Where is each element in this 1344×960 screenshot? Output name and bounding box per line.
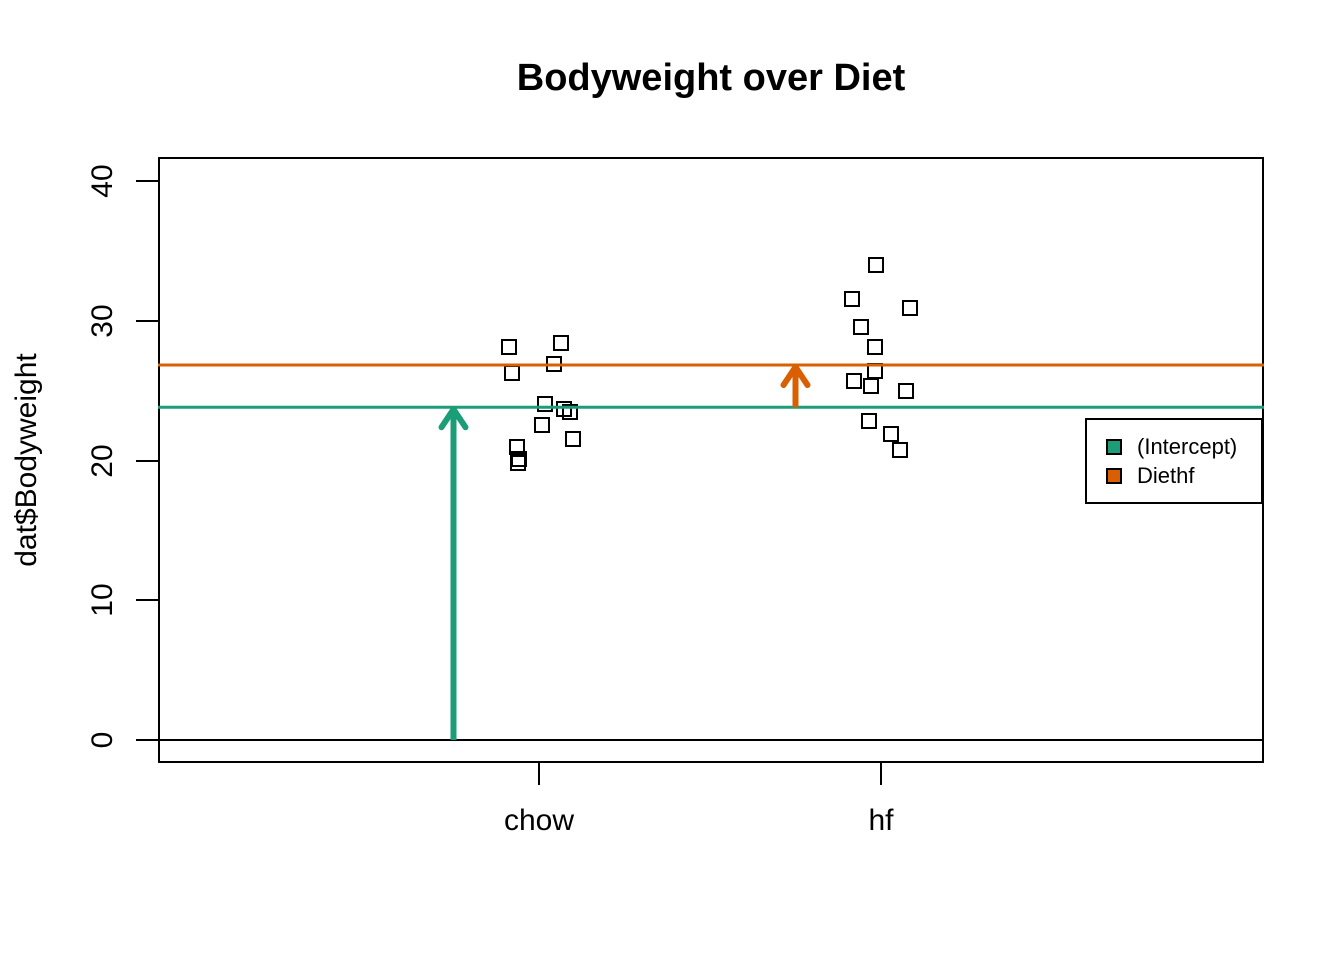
y-tick-mark <box>136 180 158 182</box>
x-tick-mark <box>538 763 540 785</box>
legend-swatch <box>1106 467 1122 484</box>
data-point-hf <box>892 442 909 459</box>
legend-swatch <box>1106 438 1122 455</box>
data-point-hf <box>866 338 883 355</box>
x-tick-mark <box>880 763 882 785</box>
legend-label: (Intercept) <box>1137 433 1238 459</box>
data-point-hf <box>882 425 899 442</box>
legend-label: Diethf <box>1137 462 1195 488</box>
data-point-chow <box>500 338 517 355</box>
data-point-chow <box>546 355 563 372</box>
data-point-chow <box>509 438 526 455</box>
data-point-hf <box>902 299 919 316</box>
data-point-hf <box>897 383 914 400</box>
data-point-hf <box>863 377 880 394</box>
data-point-chow <box>564 431 581 448</box>
x-tick-label-chow: chow <box>503 804 575 837</box>
chart-title: Bodyweight over Diet <box>516 57 906 99</box>
data-point-hf <box>867 256 884 273</box>
data-point-hf <box>843 291 860 308</box>
data-point-hf <box>861 413 878 430</box>
y-tick-mark <box>136 739 158 741</box>
data-point-chow <box>510 455 527 472</box>
y-tick-mark <box>136 599 158 602</box>
plot-area-box <box>158 157 1264 763</box>
data-point-chow <box>537 396 554 413</box>
legend-item: Diethf <box>1106 461 1261 490</box>
data-point-hf <box>853 318 870 335</box>
legend: (Intercept) Diethf <box>1085 418 1263 504</box>
y-tick-mark <box>136 319 158 322</box>
x-tick-label-hf: hf <box>868 804 894 837</box>
data-point-chow <box>503 365 520 382</box>
y-tick-mark <box>136 459 158 462</box>
legend-item: (Intercept) <box>1106 432 1261 461</box>
data-point-hf <box>845 372 862 389</box>
data-point-chow <box>562 404 579 421</box>
data-point-chow <box>534 417 551 434</box>
data-point-chow <box>552 335 569 352</box>
data-point-chow <box>511 451 528 468</box>
